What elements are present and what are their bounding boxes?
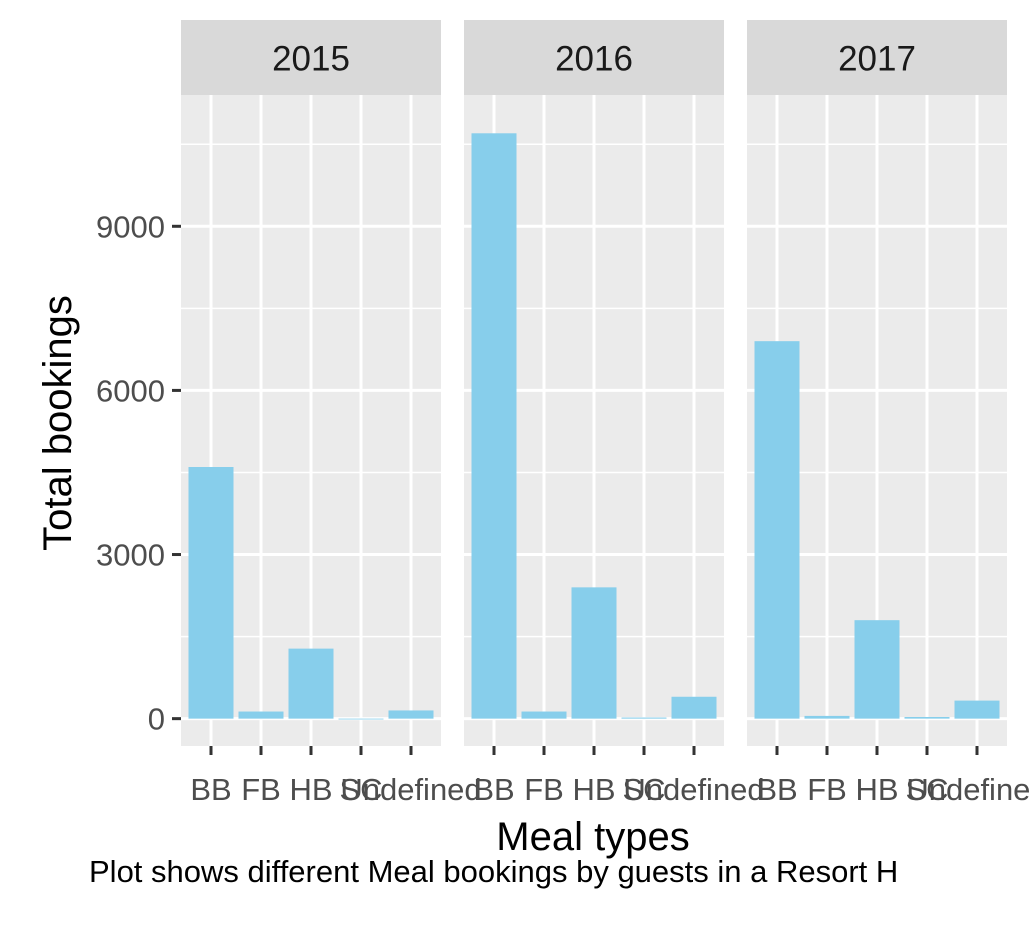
facet-strip-label: 2017 bbox=[838, 40, 916, 79]
bar-2015-BB bbox=[188, 467, 234, 719]
x-tick-label: FB bbox=[807, 772, 847, 807]
y-tick-label: 3000 bbox=[96, 538, 165, 573]
plot-caption: Plot shows different Meal bookings by gu… bbox=[89, 854, 898, 889]
y-axis-title: Total bookings bbox=[36, 295, 80, 551]
y-tick-label: 9000 bbox=[96, 209, 165, 244]
x-tick-label: BB bbox=[190, 772, 231, 807]
x-tick-label: SC bbox=[339, 772, 382, 807]
facet-strip bbox=[464, 20, 724, 95]
x-tick-label: FB bbox=[241, 772, 281, 807]
x-tick-label: Undefined bbox=[340, 772, 481, 807]
x-tick-label: Undefined bbox=[623, 772, 764, 807]
x-tick-label: BB bbox=[756, 772, 797, 807]
bar-2016-FB bbox=[521, 711, 567, 719]
y-tick-label: 0 bbox=[148, 702, 165, 737]
bar-2017-SC bbox=[904, 717, 950, 719]
x-tick-label: SC bbox=[622, 772, 665, 807]
bar-2017-Undefined bbox=[954, 700, 1000, 719]
x-tick-label: HB bbox=[289, 772, 332, 807]
bar-2015-Undefined bbox=[388, 710, 434, 719]
x-axis-title: Meal types bbox=[496, 815, 689, 859]
bar-2016-HB bbox=[571, 587, 617, 719]
y-tick-label: 6000 bbox=[96, 373, 165, 408]
y-axis: 0 3000 6000 9000 bbox=[96, 209, 181, 737]
bar-2015-HB bbox=[288, 648, 334, 719]
bar-2017-HB bbox=[854, 620, 900, 719]
bar-2016-BB bbox=[471, 133, 517, 719]
x-tick-label: Undefined bbox=[906, 772, 1031, 807]
x-tick-label: HB bbox=[572, 772, 615, 807]
x-tick-label: HB bbox=[855, 772, 898, 807]
facet-strip bbox=[747, 20, 1007, 95]
bar-2017-BB bbox=[754, 341, 800, 719]
bar-2015-FB bbox=[238, 711, 284, 719]
x-tick-label: SC bbox=[905, 772, 948, 807]
facet-strip-label: 2015 bbox=[272, 40, 350, 79]
bar-2017-FB bbox=[804, 715, 850, 719]
facet-strip bbox=[181, 20, 441, 95]
bar-2015-SC bbox=[338, 718, 384, 720]
bar-2016-Undefined bbox=[671, 696, 717, 719]
facet-strip-label: 2016 bbox=[555, 40, 633, 79]
x-tick-label: BB bbox=[473, 772, 514, 807]
bar-2016-SC bbox=[621, 717, 667, 719]
x-tick-label: FB bbox=[524, 772, 564, 807]
